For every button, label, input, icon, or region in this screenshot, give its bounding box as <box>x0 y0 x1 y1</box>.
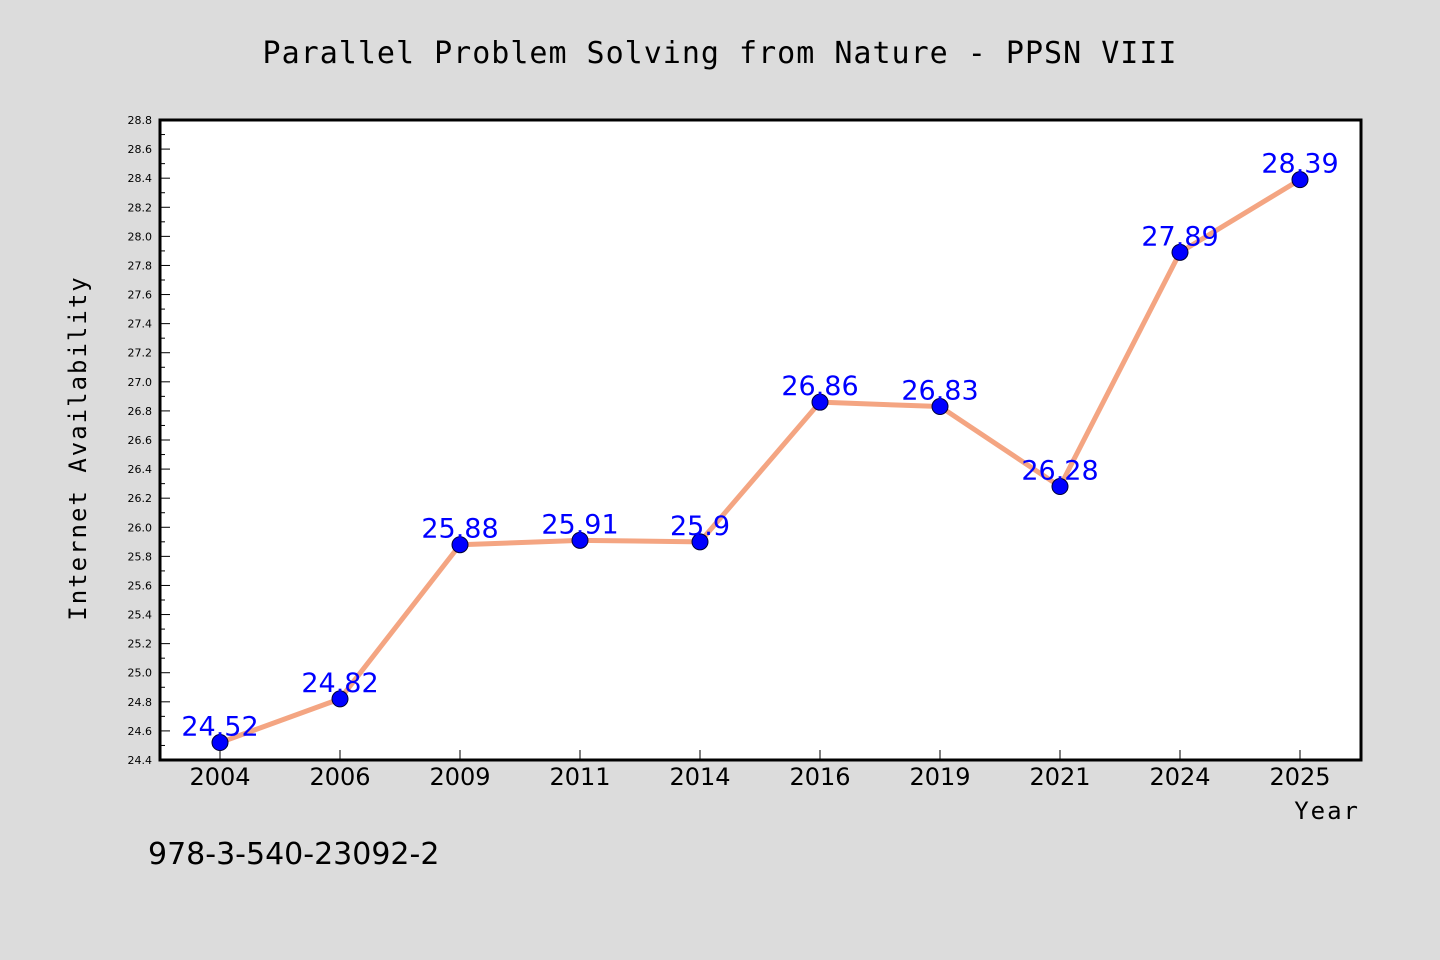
data-label: 28.39 <box>1261 149 1338 180</box>
data-point <box>571 531 589 549</box>
x-tick-label: 2014 <box>669 763 730 791</box>
data-point <box>931 398 949 416</box>
data-label: 25.88 <box>421 514 498 545</box>
data-point <box>691 533 709 551</box>
x-tick-label: 2004 <box>189 763 250 791</box>
y-tick-label: 24.4 <box>128 754 153 767</box>
data-point <box>811 393 829 411</box>
y-tick-label: 28.6 <box>128 143 153 156</box>
series-layer <box>211 171 1309 752</box>
x-tick-label: 2019 <box>909 763 970 791</box>
x-tick-label: 2021 <box>1029 763 1090 791</box>
y-tick-label: 28.8 <box>128 114 153 127</box>
y-tick-label: 26.2 <box>128 492 153 505</box>
y-tick-label: 25.6 <box>128 579 153 592</box>
data-label: 26.28 <box>1021 456 1098 487</box>
data-point <box>1291 171 1309 189</box>
data-label: 26.83 <box>901 376 978 407</box>
y-tick-label: 27.0 <box>128 376 153 389</box>
data-point <box>451 536 469 554</box>
y-tick-label: 27.8 <box>128 259 153 272</box>
y-tick-label: 25.4 <box>128 609 153 622</box>
x-axis-label: Year <box>1294 797 1360 825</box>
y-tick-label: 26.6 <box>128 434 153 447</box>
y-tick-label: 24.6 <box>128 725 153 738</box>
y-tick-label: 28.2 <box>128 201 153 214</box>
y-tick-label: 25.8 <box>128 550 153 563</box>
y-tick-label: 28.0 <box>128 230 153 243</box>
x-tick-label: 2006 <box>309 763 370 791</box>
data-label: 25.9 <box>670 511 730 542</box>
isbn-footer: 978-3-540-23092-2 <box>148 837 439 872</box>
y-tick-label: 26.8 <box>128 405 153 418</box>
x-tick-label: 2011 <box>549 763 610 791</box>
data-point <box>331 690 349 708</box>
x-tick-label: 2024 <box>1149 763 1210 791</box>
x-tick-label: 2016 <box>789 763 850 791</box>
data-labels-layer: 24.52 24.82 25.88 25.91 25.9 26.86 26.83 26.28 2… <box>181 149 1338 743</box>
x-tick-label: 2025 <box>1269 763 1330 791</box>
x-axis-ticks: 2004 2006 2009 2011 2014 2016 2019 2021 2024 2025 <box>189 750 1331 791</box>
y-tick-label: 27.6 <box>128 289 153 302</box>
y-tick-label: 26.4 <box>128 463 153 476</box>
data-point <box>1051 478 1069 496</box>
y-tick-label: 24.8 <box>128 696 153 709</box>
y-tick-label: 28.4 <box>128 172 153 185</box>
data-point <box>211 734 229 752</box>
series-line <box>219 177 1302 745</box>
data-point <box>1171 243 1189 261</box>
data-label: 27.89 <box>1141 221 1218 252</box>
data-label: 24.82 <box>301 668 378 699</box>
data-label: 24.52 <box>181 712 258 743</box>
x-tick-label: 2009 <box>429 763 490 791</box>
chart-title: Parallel Problem Solving from Nature - P… <box>263 36 1178 71</box>
y-tick-label: 25.0 <box>128 667 153 680</box>
y-axis-ticks: 24.4 24.6 24.8 25.0 25.2 25.4 25.6 25.8 26.0 26.2… <box>128 114 170 767</box>
y-tick-label: 27.2 <box>128 347 153 360</box>
data-label: 26.86 <box>781 371 858 402</box>
y-tick-label: 27.4 <box>128 318 153 331</box>
y-tick-label: 25.2 <box>128 638 153 651</box>
data-label: 25.91 <box>541 509 618 540</box>
y-tick-label: 26.0 <box>128 521 153 534</box>
y-axis-label: Internet Availability <box>64 275 92 620</box>
plot-area <box>158 118 1363 762</box>
